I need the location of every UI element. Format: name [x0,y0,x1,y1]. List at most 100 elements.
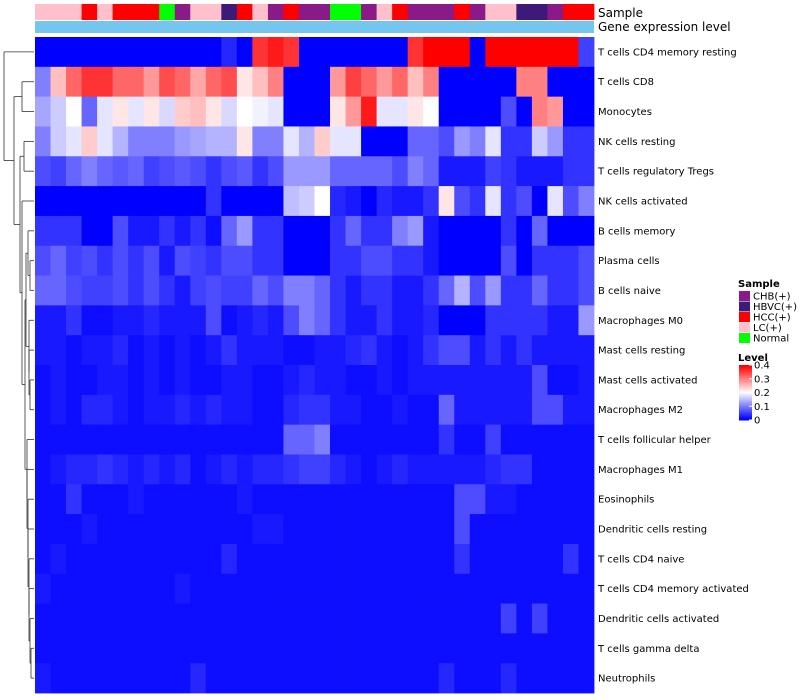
heatmap-cell [298,245,315,276]
heatmap-cell [174,365,191,396]
heatmap-cell [97,66,114,98]
heatmap-cell [252,305,269,336]
heatmap-cell [283,663,300,694]
heatmap-cell [438,514,455,545]
heatmap-cell [298,215,315,247]
heatmap-cell [423,275,440,306]
heatmap-cell [128,305,145,336]
heatmap-cell [97,365,114,396]
heatmap-cell [438,484,455,515]
heatmap-cell [407,245,424,276]
heatmap-cell [174,245,191,276]
heatmap-cell [190,186,207,217]
heatmap-cell [205,126,222,157]
heatmap-cell [345,245,362,276]
heatmap-cell [438,663,455,694]
heatmap-cell [314,663,331,694]
sample-annotation-cell [50,4,67,20]
heatmap-cell [159,245,176,276]
heatmap-cell [128,37,145,68]
heatmap-cell [330,573,346,604]
heatmap-cell [81,335,98,366]
heatmap-cell [469,96,486,127]
heatmap-cell [298,37,315,68]
heatmap-cell [531,365,548,396]
heatmap-cell [454,514,471,545]
legend-colorbar-segment [739,381,752,384]
heatmap-cell [438,365,455,396]
heatmap-cell [485,484,502,515]
heatmap-cell [35,335,51,366]
legend-sample-label: LC(+) [753,323,782,334]
heatmap-cell [454,484,471,515]
heatmap-cell [112,66,129,98]
heatmap-cell [454,424,471,455]
heatmap-cell [50,275,67,306]
heatmap-cell [516,215,533,247]
sample-annotation-cell [35,4,51,20]
heatmap-cell [267,543,284,575]
heatmap-cell [221,96,238,127]
heatmap-cell [407,215,424,247]
heatmap-cell [392,543,409,575]
heatmap-cell [97,335,114,366]
heatmap-cell [578,335,595,366]
heatmap-cell [392,96,409,127]
heatmap-cell [221,424,238,455]
heatmap-cell [516,424,533,455]
heatmap-cell [236,603,253,634]
heatmap-cell [562,96,579,127]
heatmap-cell [423,633,440,664]
heatmap-cell [81,484,98,515]
heatmap-cell [50,37,67,68]
sample-annotation-cell [159,4,176,20]
heatmap-cell [500,96,517,127]
heatmap-cell [314,484,331,515]
heatmap-cell [407,484,424,515]
heatmap-cell [112,275,129,306]
heatmap-cell [423,66,440,98]
heatmap-cell [438,126,455,157]
heatmap-cell [407,275,424,306]
heatmap-cell [159,66,176,98]
heatmap-cell [252,335,269,366]
heatmap-cell [143,424,160,455]
heatmap-cell [190,514,207,545]
heatmap-cell [407,335,424,366]
heatmap-cell [485,543,502,575]
heatmap-cell [531,633,548,664]
heatmap-cell [407,514,424,545]
heatmap-cell [159,394,176,426]
heatmap-cell [454,215,471,247]
heatmap-cell [531,543,548,575]
heatmap-cell [283,573,300,604]
heatmap-cell [174,633,191,664]
legend-colorbar-segment [739,380,752,383]
heatmap-cell [159,424,176,455]
heatmap-cell [50,305,67,336]
sample-annotation-cell [407,4,424,20]
heatmap-cell [330,37,346,68]
heatmap-cell [236,573,253,604]
heatmap-cell [454,245,471,276]
heatmap-cell [81,573,98,604]
heatmap-cell [516,275,533,306]
heatmap-cell [330,663,346,694]
heatmap-cell [97,543,114,575]
heatmap-cell [578,126,595,157]
heatmap-cell [112,215,129,247]
heatmap-cell [516,37,533,68]
heatmap-cell [531,454,548,485]
heatmap-cell [221,275,238,306]
heatmap-cell [66,215,82,247]
heatmap-cell [81,66,98,98]
legend-swatch [739,333,750,343]
legend-colorbar-segment [739,367,752,370]
row-label: Neutrophils [598,674,655,685]
legend-colorbar-segment [739,393,752,396]
row-label: Dendritic cells activated [598,614,719,625]
heatmap-cell [500,484,517,515]
heatmap-cell [298,454,315,485]
heatmap-cell [423,96,440,127]
heatmap-cell [345,454,362,485]
